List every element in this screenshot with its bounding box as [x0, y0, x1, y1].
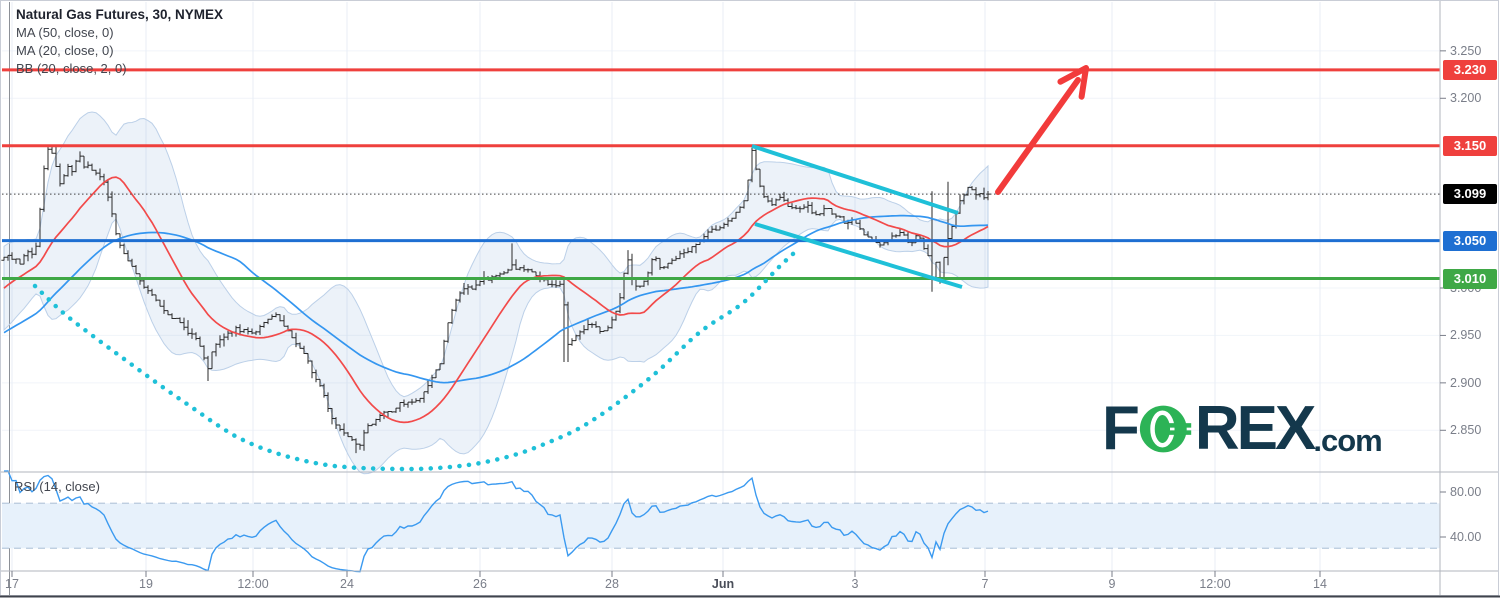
time-tick-14: 14 [1313, 577, 1327, 591]
rsi-line [3, 470, 989, 573]
price-tick-2.950: 2.950 [1450, 328, 1482, 343]
price-tick-2.850: 2.850 [1450, 423, 1482, 438]
time-tick-9: 9 [1108, 577, 1116, 591]
projection-arrow[interactable] [995, 77, 1081, 195]
logo-letter-f: F [1102, 394, 1140, 463]
forex-logo: F REX .com [1102, 394, 1383, 463]
logo-letters-rex: REX [1194, 394, 1316, 463]
price-badge-3.010: 3.010 [1443, 268, 1497, 289]
time-tick-26: 26 [473, 577, 487, 591]
time-tick-Jun: Jun [711, 577, 735, 591]
time-tick-19: 19 [139, 577, 153, 591]
price-badge-3.230: 3.230 [1443, 59, 1497, 80]
rsi-tick-80.00: 80.00 [1450, 485, 1482, 499]
ma20-line [3, 176, 989, 424]
price-badge-3.050: 3.050 [1443, 230, 1497, 251]
channel-upper-line[interactable] [751, 144, 959, 215]
bollinger-band [3, 111, 989, 475]
time-tick-12:00: 12:00 [1199, 577, 1231, 591]
price-badge-3.150: 3.150 [1443, 135, 1497, 156]
time-tick-3: 3 [851, 577, 859, 591]
indicator-rsi[interactable]: RSI (14, close) [14, 479, 100, 494]
ma50-line [3, 214, 989, 384]
price-tick-3.200: 3.200 [1450, 91, 1482, 106]
price-badge-3.099: 3.099 [1443, 184, 1497, 205]
channel-lower-line[interactable] [754, 222, 963, 289]
logo-o-icon [1139, 405, 1192, 453]
time-tick-17: 17 [5, 577, 19, 591]
logo-suffix-com: .com [1313, 423, 1382, 458]
price-bars [1, 144, 991, 454]
time-tick-7: 7 [981, 577, 989, 591]
rounded-bottom-dotted-curve[interactable] [32, 249, 798, 472]
price-tick-2.900: 2.900 [1450, 375, 1482, 390]
rsi-tick-40.00: 40.00 [1450, 530, 1482, 544]
time-tick-12:00: 12:00 [237, 577, 269, 591]
rsi-band [2, 503, 1440, 549]
time-tick-24: 24 [340, 577, 354, 591]
time-tick-28: 28 [605, 577, 619, 591]
price-tick-3.250: 3.250 [1450, 43, 1482, 58]
projection-arrow-head [1057, 65, 1089, 100]
